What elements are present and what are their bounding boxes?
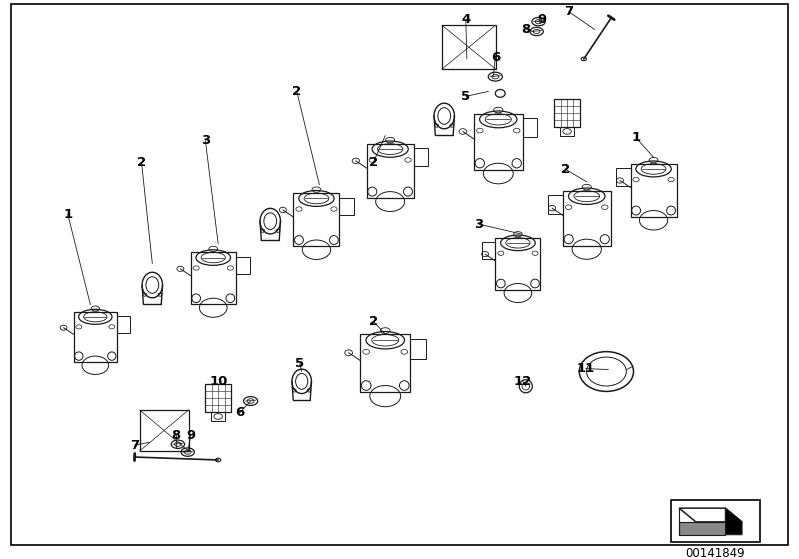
Bar	[560, 127, 574, 136]
Bar	[474, 114, 523, 170]
Bar	[442, 25, 496, 69]
Bar	[367, 144, 414, 198]
Text: 10: 10	[210, 375, 229, 388]
Bar	[630, 164, 677, 217]
Bar	[360, 334, 411, 392]
Bar	[236, 257, 249, 274]
Polygon shape	[679, 522, 725, 534]
Bar	[555, 99, 580, 127]
Text: 3: 3	[474, 217, 483, 231]
Polygon shape	[725, 508, 742, 534]
Bar	[340, 197, 354, 215]
Text: 3: 3	[201, 134, 210, 147]
Text: 11: 11	[577, 362, 595, 375]
Bar	[523, 119, 538, 137]
Text: 9: 9	[186, 429, 195, 442]
Bar	[414, 148, 428, 166]
Text: 4: 4	[461, 13, 471, 26]
Text: 2: 2	[369, 315, 378, 328]
Bar	[495, 238, 540, 290]
Text: 12: 12	[514, 375, 532, 388]
Bar	[205, 384, 231, 412]
Text: 7: 7	[564, 5, 574, 18]
Text: 1: 1	[63, 208, 73, 221]
Bar	[411, 339, 426, 358]
Bar	[548, 195, 563, 214]
Bar	[74, 312, 117, 362]
Bar	[140, 410, 189, 451]
Bar	[671, 500, 760, 542]
Text: 8: 8	[171, 429, 181, 442]
Text: 2: 2	[137, 155, 146, 169]
Bar	[616, 168, 630, 186]
Bar	[117, 316, 130, 333]
Text: 6: 6	[491, 50, 500, 64]
Text: 8: 8	[521, 23, 531, 36]
Bar	[211, 412, 225, 421]
Text: 2: 2	[369, 155, 378, 169]
Text: 6: 6	[235, 406, 244, 419]
Bar	[482, 242, 495, 259]
Bar	[191, 253, 236, 304]
Text: 2: 2	[292, 85, 301, 98]
Text: 1: 1	[631, 131, 641, 144]
Text: 9: 9	[537, 13, 546, 26]
Text: 00141849: 00141849	[686, 547, 745, 559]
Text: 5: 5	[461, 90, 471, 103]
Text: 2: 2	[561, 163, 570, 176]
Bar	[293, 193, 340, 246]
Bar	[563, 191, 610, 245]
Text: 5: 5	[295, 357, 304, 370]
Text: 7: 7	[130, 439, 139, 452]
